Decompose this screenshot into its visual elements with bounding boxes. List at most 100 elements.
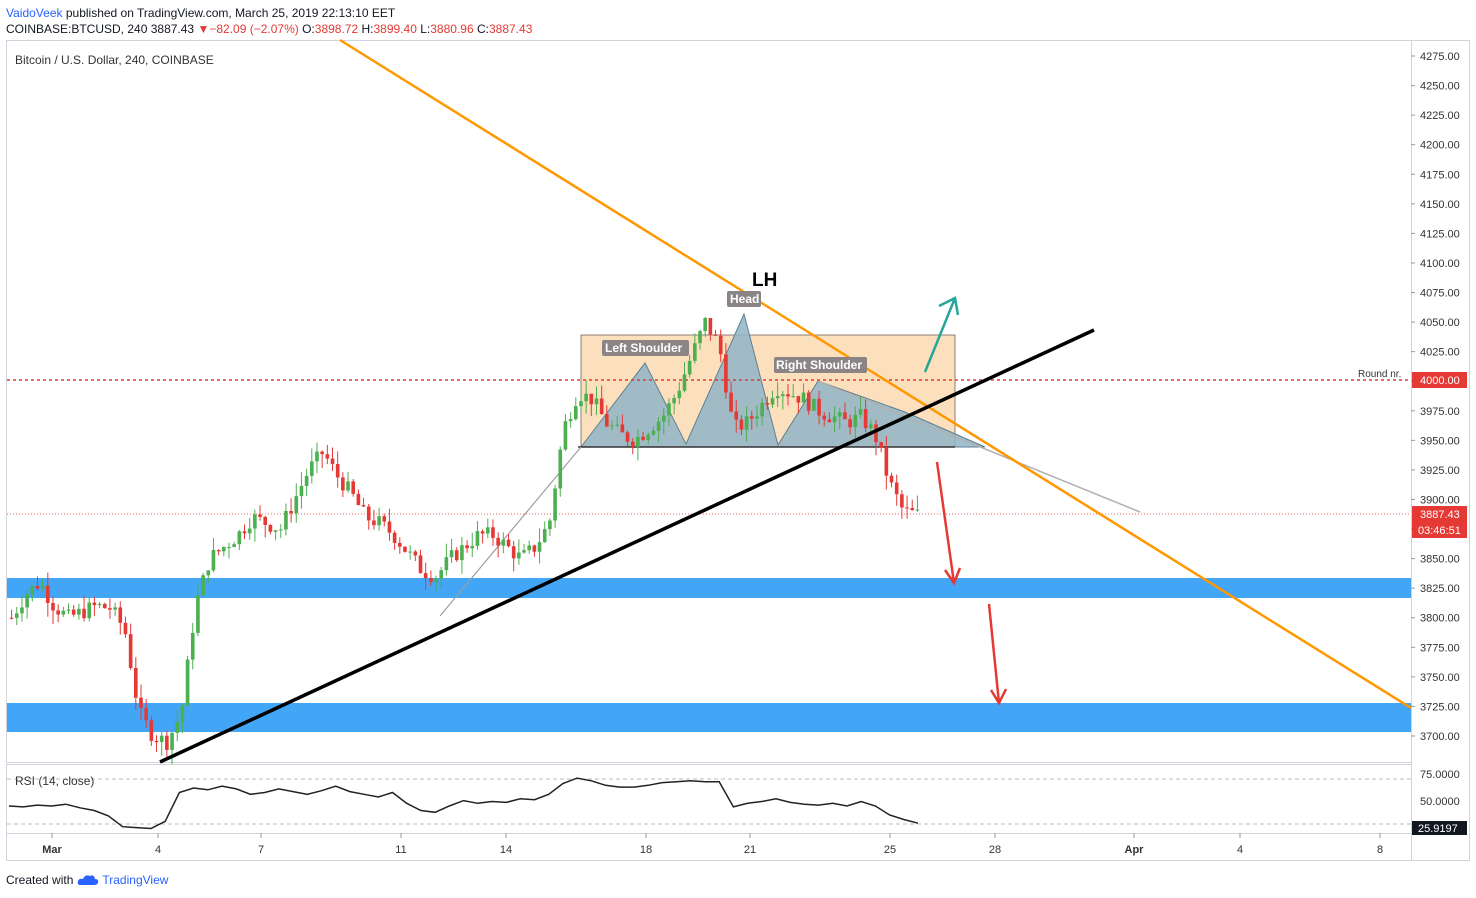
candle-body (165, 735, 169, 750)
price-tick-label: 3725.00 (1420, 701, 1460, 713)
price-tick-label: 3950.00 (1420, 435, 1460, 447)
price-tick-label: 3800.00 (1420, 613, 1460, 625)
candle-body (196, 595, 200, 633)
candle-body (356, 493, 361, 506)
candle-body (832, 416, 837, 423)
candle-body (708, 317, 713, 335)
candle-body (579, 401, 583, 407)
open-value: 3898.72 (314, 22, 359, 36)
open-label: O: (302, 22, 315, 36)
time-tick-label: 25 (884, 844, 896, 856)
time-tick-label: 11 (395, 844, 406, 856)
candle-body (656, 421, 661, 431)
gray-rise-line (439, 446, 582, 617)
price-tick-label: 4275.00 (1420, 51, 1460, 63)
candle-body (791, 396, 795, 398)
price-tick-label: 4250.00 (1420, 81, 1460, 93)
candle-body (304, 475, 309, 486)
candle-body (646, 434, 651, 440)
candle-body (770, 398, 775, 405)
rsi-pane-frame (6, 764, 1412, 834)
candle-body (553, 488, 557, 521)
candle-body (268, 524, 273, 532)
publish-info: published on TradingView.com, March 25, … (65, 6, 396, 20)
candle-body (573, 406, 578, 420)
high-label: H: (361, 22, 374, 36)
low-label: L: (420, 22, 431, 36)
candle-body (491, 527, 495, 538)
candle-body (154, 740, 159, 743)
round-number-label: Round nr. (1358, 369, 1401, 380)
candle-body (299, 485, 304, 497)
candle-body (139, 697, 143, 708)
price-tick-label: 3975.00 (1420, 406, 1460, 418)
candle-body (454, 550, 459, 561)
candle-body (589, 393, 594, 405)
candle-body (40, 585, 45, 589)
candle-body (71, 609, 76, 615)
candle-body (889, 475, 894, 483)
tradingview-logo[interactable]: TradingView (77, 873, 168, 887)
candle-body (320, 451, 324, 455)
candle-body (630, 441, 635, 448)
candle-body (744, 416, 749, 430)
candle-body (667, 403, 671, 416)
candle-body (102, 603, 107, 609)
candle-body (786, 394, 790, 397)
candle-body (480, 531, 485, 534)
ascending-trendline (159, 328, 1095, 764)
candle-body (760, 402, 764, 417)
candle-body (449, 550, 454, 558)
price-axis: 4275.00 4250.00 4225.00 4200.00 4175.00 4150.… (1411, 51, 1460, 743)
candle-body (387, 521, 392, 533)
price-tick-label: 4225.00 (1420, 110, 1460, 122)
candle-body (216, 550, 221, 552)
candle-body (108, 608, 112, 610)
candle-body (568, 419, 573, 422)
candle-body (677, 390, 682, 399)
close-value: 3887.43 (488, 22, 533, 36)
candle-body (418, 555, 423, 574)
candle-body (661, 415, 666, 422)
lh-label: LH (752, 270, 777, 291)
candle-body (56, 610, 60, 615)
hs-pattern-shape (579, 312, 986, 448)
candle-body (439, 570, 444, 579)
candle-body (258, 514, 262, 517)
candle-body (532, 545, 537, 552)
time-tick-label: 4 (155, 844, 161, 856)
candle-body (284, 511, 288, 530)
price-axis-frame (1411, 40, 1470, 861)
candle-body (82, 608, 86, 619)
candle-body (511, 546, 516, 559)
candle-body (180, 705, 185, 722)
candle-body (672, 398, 676, 404)
author-link[interactable]: VaidoVeek (6, 6, 63, 20)
candle-body (827, 419, 832, 423)
candle-body (801, 392, 806, 403)
time-axis: Mar 4 7 11 14 18 21 25 28 Apr 4 8 (42, 833, 1383, 856)
candle-body (113, 607, 117, 610)
high-value: 3899.40 (373, 22, 417, 36)
candle-body (20, 607, 24, 614)
candle-body (221, 547, 226, 552)
candle-body (703, 317, 708, 332)
candle-body (636, 436, 640, 448)
candle-body (87, 602, 92, 619)
candle-body (144, 707, 148, 721)
candle-body (372, 520, 376, 526)
tradingview-brand: TradingView (102, 873, 169, 887)
low-value: 3880.96 (430, 22, 474, 36)
candle-body (397, 542, 402, 547)
candle-body (123, 622, 128, 635)
candle-body (610, 425, 614, 427)
time-tick-label: Apr (1125, 844, 1145, 856)
symbol: COINBASE:BTCUSD, 240 (6, 22, 148, 36)
candle-body (894, 482, 899, 495)
candle-body (713, 334, 718, 336)
candle-body (548, 520, 552, 530)
time-tick-label: 18 (640, 844, 652, 856)
red-down-arrow-icon (935, 461, 962, 586)
candle-body (159, 735, 164, 743)
